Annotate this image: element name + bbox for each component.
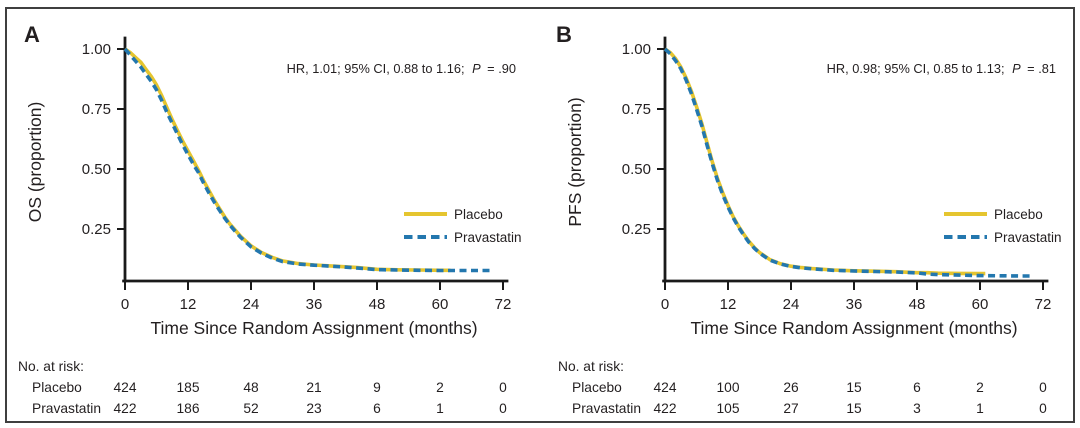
legend-placebo-label: Placebo (994, 207, 1043, 222)
risk-row-label: Pravastatin (572, 401, 641, 416)
x-tick-label: 72 (1035, 296, 1052, 313)
risk-count: 185 (176, 380, 199, 395)
x-axis-title: Time Since Random Assignment (months) (690, 318, 1017, 338)
risk-count: 6 (373, 401, 381, 416)
risk-count: 105 (716, 401, 739, 416)
risk-count: 1 (976, 401, 984, 416)
y-tick-label: 0.75 (82, 101, 111, 118)
hr-annotation: HR, 0.98; 95% CI, 0.85 to 1.13; P = .81 (827, 61, 1056, 76)
risk-count: 15 (846, 380, 862, 395)
y-tick-label: 1.00 (82, 41, 111, 58)
x-tick-label: 12 (180, 296, 197, 313)
hr-annotation-p: P (472, 61, 481, 76)
risk-table: No. at risk: Placebo 424 100 26 15 6 2 0… (558, 359, 1047, 416)
risk-count: 422 (113, 401, 136, 416)
hr-annotation-prefix: HR, 1.01; 95% CI, 0.88 to 1.16; (287, 61, 465, 76)
risk-row-label: Placebo (32, 380, 82, 395)
risk-count: 100 (716, 380, 739, 395)
risk-table-title: No. at risk: (18, 359, 84, 374)
risk-count: 27 (783, 401, 798, 416)
y-ticks: 1.00 0.75 0.50 0.25 (622, 41, 664, 238)
legend-placebo-label: Placebo (454, 207, 503, 222)
y-axis-title: OS (proportion) (25, 102, 45, 223)
risk-count: 52 (243, 401, 258, 416)
risk-count: 6 (913, 380, 921, 395)
risk-count: 3 (913, 401, 921, 416)
risk-count: 186 (176, 401, 199, 416)
x-tick-label: 0 (661, 296, 669, 313)
x-tick-label: 12 (720, 296, 737, 313)
legend: Placebo Pravastatin (404, 207, 522, 245)
x-tick-label: 48 (369, 296, 386, 313)
risk-row-label: Placebo (572, 380, 622, 395)
risk-table-title: No. at risk: (558, 359, 624, 374)
risk-table: No. at risk: Placebo 424 185 48 21 9 2 0… (18, 359, 507, 416)
risk-count: 1 (436, 401, 444, 416)
y-axis-title: PFS (proportion) (565, 97, 585, 226)
risk-count: 48 (243, 380, 259, 395)
x-tick-label: 24 (243, 296, 260, 313)
risk-count: 0 (499, 401, 507, 416)
risk-count: 23 (306, 401, 322, 416)
risk-count: 0 (1039, 380, 1047, 395)
x-tick-label: 60 (432, 296, 449, 313)
x-axis-title: Time Since Random Assignment (months) (150, 318, 477, 338)
risk-count: 422 (653, 401, 676, 416)
placebo-curve (123, 47, 451, 273)
x-tick-label: 36 (846, 296, 863, 313)
x-ticks: 0 12 24 36 48 60 72 (661, 282, 1052, 313)
risk-count: 424 (653, 380, 676, 395)
y-tick-label: 1.00 (622, 41, 651, 58)
placebo-curve (663, 47, 986, 276)
legend: Placebo Pravastatin (944, 207, 1062, 245)
y-ticks: 1.00 0.75 0.50 0.25 (82, 41, 124, 238)
hr-annotation-p: P (1012, 61, 1021, 76)
panel-label: A (24, 22, 40, 47)
y-tick-label: 0.50 (82, 161, 111, 178)
panel-label: B (556, 22, 572, 47)
x-tick-label: 60 (972, 296, 989, 313)
y-tick-label: 0.75 (622, 101, 651, 118)
hr-annotation-suffix: = .81 (1027, 61, 1056, 76)
risk-count: 424 (113, 380, 136, 395)
x-tick-label: 72 (495, 296, 512, 313)
risk-count: 2 (976, 380, 984, 395)
y-tick-label: 0.25 (622, 221, 651, 238)
risk-row-label: Pravastatin (32, 401, 101, 416)
hr-annotation: HR, 1.01; 95% CI, 0.88 to 1.16; P = .90 (287, 61, 516, 76)
risk-count: 26 (783, 380, 799, 395)
pravastatin-curve (123, 47, 493, 273)
panel-os: A HR, 1.01; 95% CI, 0.88 to 1.16; P = .9… (18, 22, 522, 416)
risk-count: 21 (306, 380, 321, 395)
risk-count: 2 (436, 380, 444, 395)
y-tick-label: 0.25 (82, 221, 111, 238)
risk-count: 0 (499, 380, 507, 395)
x-ticks: 0 12 24 36 48 60 72 (121, 282, 512, 313)
y-tick-label: 0.50 (622, 161, 651, 178)
pravastatin-curve (663, 47, 1033, 278)
risk-count: 0 (1039, 401, 1047, 416)
legend-pravastatin-label: Pravastatin (454, 230, 522, 245)
risk-count: 15 (846, 401, 862, 416)
x-tick-label: 48 (909, 296, 926, 313)
hr-annotation-suffix: = .90 (487, 61, 516, 76)
x-tick-label: 0 (121, 296, 129, 313)
panel-pfs: B HR, 0.98; 95% CI, 0.85 to 1.13; P = .8… (556, 22, 1062, 416)
legend-pravastatin-label: Pravastatin (994, 230, 1062, 245)
hr-annotation-prefix: HR, 0.98; 95% CI, 0.85 to 1.13; (827, 61, 1005, 76)
x-tick-label: 24 (783, 296, 800, 313)
x-tick-label: 36 (306, 296, 323, 313)
risk-count: 9 (373, 380, 381, 395)
